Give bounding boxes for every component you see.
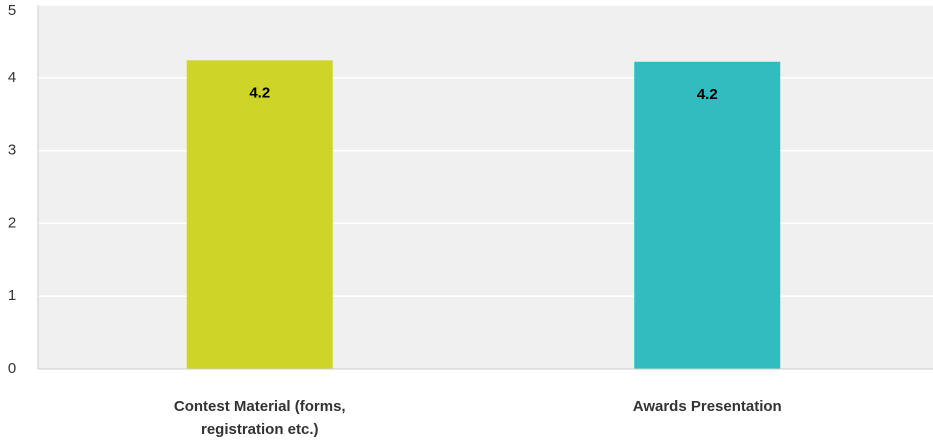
x-category-label: Awards Presentation	[633, 398, 782, 415]
y-tick-label: 1	[8, 287, 16, 304]
y-tick-label: 0	[8, 360, 16, 377]
bar-value-label: 4.2	[249, 84, 270, 101]
y-tick-label: 5	[8, 2, 16, 19]
bars	[186, 60, 781, 370]
bar	[186, 60, 333, 369]
y-axis-tick-labels: 0 1 2 3 4 5	[8, 2, 16, 377]
y-tick-label: 2	[8, 214, 16, 231]
bar	[634, 61, 781, 370]
x-category-label: registration etc.)	[201, 421, 319, 438]
x-axis-category-labels: Contest Material (forms, registration etc…	[174, 398, 782, 438]
x-category-label: Contest Material (forms,	[174, 398, 346, 415]
bar-value-label: 4.2	[697, 86, 718, 103]
y-tick-label: 4	[8, 69, 16, 86]
y-tick-label: 3	[8, 142, 16, 159]
plot-background	[38, 5, 933, 369]
data-labels: 4.2 4.2	[249, 84, 717, 102]
